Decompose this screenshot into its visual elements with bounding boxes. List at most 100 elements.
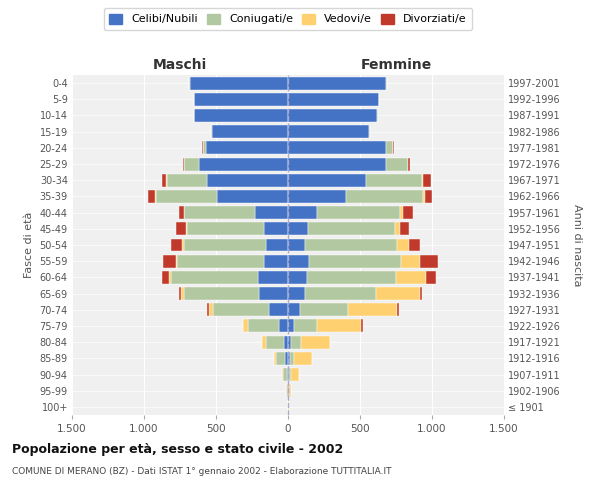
Bar [288, 320, 294, 332]
Bar [288, 384, 289, 397]
Y-axis label: Anni di nascita: Anni di nascita [572, 204, 582, 286]
Bar [167, 174, 208, 186]
Bar [290, 352, 295, 365]
Bar [163, 254, 176, 268]
Bar [177, 254, 263, 268]
Bar [194, 93, 288, 106]
Bar [292, 368, 299, 381]
Bar [212, 125, 288, 138]
Bar [377, 109, 378, 122]
Bar [190, 76, 288, 90]
Bar [288, 222, 308, 235]
Bar [187, 222, 263, 235]
Bar [288, 125, 368, 138]
Y-axis label: Fasce di età: Fasce di età [24, 212, 34, 278]
Bar [422, 174, 431, 186]
Bar [288, 142, 386, 154]
Bar [289, 368, 292, 381]
Bar [288, 368, 289, 381]
Bar [403, 206, 413, 219]
Bar [208, 174, 288, 186]
Bar [184, 158, 199, 170]
Bar [288, 76, 386, 90]
Bar [288, 206, 317, 219]
Bar [199, 158, 288, 170]
Bar [242, 320, 244, 332]
Bar [288, 304, 299, 316]
Bar [376, 287, 421, 300]
Bar [182, 238, 184, 252]
Bar [288, 158, 386, 170]
Bar [284, 336, 288, 348]
Bar [307, 271, 396, 284]
Bar [288, 352, 290, 365]
Bar [346, 190, 424, 203]
Bar [424, 190, 425, 203]
Bar [148, 190, 155, 203]
Bar [203, 142, 206, 154]
Bar [288, 287, 305, 300]
Bar [162, 271, 169, 284]
Bar [269, 304, 288, 316]
Bar [281, 368, 283, 381]
Bar [308, 222, 395, 235]
Bar [289, 384, 292, 397]
Bar [409, 238, 421, 252]
Bar [288, 93, 379, 106]
Bar [184, 206, 255, 219]
Bar [299, 304, 349, 316]
Bar [386, 158, 407, 170]
Text: Maschi: Maschi [153, 58, 207, 72]
Bar [155, 190, 217, 203]
Bar [393, 142, 394, 154]
Bar [248, 320, 280, 332]
Bar [184, 238, 266, 252]
Bar [386, 142, 393, 154]
Bar [349, 304, 397, 316]
Bar [408, 158, 410, 170]
Text: Femmine: Femmine [361, 58, 431, 72]
Bar [287, 384, 288, 397]
Bar [184, 287, 259, 300]
Bar [283, 368, 287, 381]
Bar [266, 336, 284, 348]
Bar [263, 254, 288, 268]
Bar [258, 271, 288, 284]
Bar [176, 254, 177, 268]
Bar [206, 142, 288, 154]
Bar [213, 304, 269, 316]
Bar [287, 368, 288, 381]
Bar [176, 222, 187, 235]
Text: COMUNE DI MERANO (BZ) - Dati ISTAT 1° gennaio 2002 - Elaborazione TUTTITALIA.IT: COMUNE DI MERANO (BZ) - Dati ISTAT 1° ge… [12, 468, 392, 476]
Bar [407, 158, 408, 170]
Bar [211, 125, 212, 138]
Bar [317, 320, 361, 332]
Bar [397, 304, 399, 316]
Bar [285, 352, 288, 365]
Bar [309, 254, 401, 268]
Text: Popolazione per età, sesso e stato civile - 2002: Popolazione per età, sesso e stato civil… [12, 442, 343, 456]
Bar [259, 287, 288, 300]
Bar [288, 336, 291, 348]
Bar [401, 254, 420, 268]
Bar [301, 336, 330, 348]
Bar [291, 336, 301, 348]
Bar [172, 271, 258, 284]
Bar [361, 320, 363, 332]
Bar [295, 352, 312, 365]
Bar [294, 320, 317, 332]
Bar [397, 238, 409, 252]
Bar [400, 222, 409, 235]
Bar [274, 352, 277, 365]
Bar [288, 109, 377, 122]
Bar [426, 271, 436, 284]
Bar [425, 190, 432, 203]
Bar [266, 238, 288, 252]
Bar [396, 271, 426, 284]
Bar [368, 125, 370, 138]
Bar [420, 254, 439, 268]
Bar [179, 287, 181, 300]
Bar [166, 174, 167, 186]
Bar [202, 142, 203, 154]
Bar [263, 222, 288, 235]
